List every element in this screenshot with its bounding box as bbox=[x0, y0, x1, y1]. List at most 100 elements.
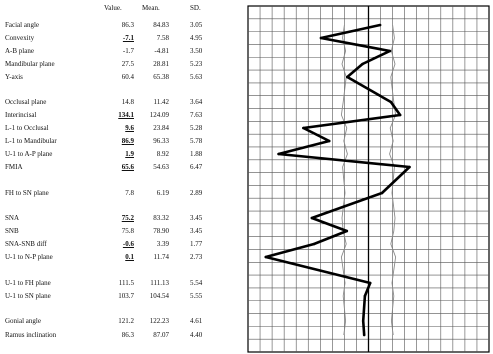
data-point bbox=[319, 36, 323, 40]
row-label: SNB bbox=[5, 227, 19, 235]
row-sd: 3.45 bbox=[190, 227, 203, 235]
row-value: 7.8 bbox=[125, 189, 134, 197]
row-sd: 7.63 bbox=[190, 111, 203, 119]
data-point bbox=[310, 216, 314, 220]
table-row: U-1 to N-P plane 0.1 11.74 2.73 bbox=[0, 252, 245, 262]
patient-profile-line bbox=[264, 23, 411, 336]
row-label: A-B plane bbox=[5, 47, 34, 55]
row-mean: 124.09 bbox=[149, 111, 169, 119]
table-row: SNB 75.8 78.90 3.45 bbox=[0, 226, 245, 236]
row-label: SNA bbox=[5, 214, 20, 222]
row-mean: 104.54 bbox=[149, 292, 169, 300]
row-value: 0.1 bbox=[125, 253, 134, 261]
table-row: L-1 to Occlusal 9.6 23.84 5.28 bbox=[0, 123, 245, 133]
data-point bbox=[363, 294, 367, 298]
data-point bbox=[361, 319, 365, 323]
row-value: 86.3 bbox=[121, 21, 134, 29]
data-point bbox=[362, 333, 366, 337]
table-row: U-1 to SN plane 103.7 104.54 5.55 bbox=[0, 291, 245, 301]
row-value: 9.6 bbox=[125, 124, 134, 132]
row-label: Interincisal bbox=[5, 111, 37, 119]
table-row: L-1 to Mandibular 86.9 96.33 5.78 bbox=[0, 136, 245, 146]
table-row: Occlusal plane 14.8 11.42 3.64 bbox=[0, 97, 245, 107]
row-value: 14.8 bbox=[121, 98, 134, 106]
row-mean: 7.58 bbox=[156, 34, 169, 42]
row-label: Ramus inclination bbox=[5, 331, 57, 339]
row-mean: 83.32 bbox=[153, 214, 169, 222]
data-point bbox=[368, 281, 372, 285]
row-mean: 54.63 bbox=[153, 163, 169, 171]
row-value: 60.4 bbox=[121, 73, 134, 81]
row-mean: 3.39 bbox=[156, 240, 169, 248]
row-label: U-1 to SN plane bbox=[5, 292, 51, 300]
table-row: SNA-SNB diff -0.6 3.39 1.77 bbox=[0, 239, 245, 249]
row-sd: 4.61 bbox=[190, 317, 203, 325]
row-sd: 1.88 bbox=[190, 150, 203, 158]
row-value: 86.9 bbox=[121, 137, 134, 145]
row-mean: 23.84 bbox=[153, 124, 169, 132]
table-row: SNA 75.2 83.32 3.45 bbox=[0, 213, 245, 223]
data-point bbox=[361, 62, 364, 66]
data-point bbox=[408, 165, 411, 169]
row-value: 121.2 bbox=[118, 317, 134, 325]
table-row: Gonial angle 121.2 122.23 4.61 bbox=[0, 316, 245, 326]
table-row: Facial angle 86.3 84.83 3.05 bbox=[0, 20, 245, 30]
table-row: Mandibular plane 27.5 28.81 5.23 bbox=[0, 59, 245, 69]
row-sd: 3.50 bbox=[190, 47, 203, 55]
sd-header: SD. bbox=[190, 4, 201, 12]
row-mean: 11.74 bbox=[153, 253, 170, 261]
row-sd: 5.78 bbox=[190, 137, 203, 145]
data-point bbox=[398, 113, 402, 117]
row-mean: 11.42 bbox=[153, 98, 170, 106]
row-sd: 5.54 bbox=[190, 279, 203, 287]
table-row: FH to SN plane 7.8 6.19 2.89 bbox=[0, 188, 245, 198]
cephalometric-table: Value. Mean. SD. Facial angle 86.3 84.83 3.… bbox=[0, 0, 245, 354]
mean-header: Mean. bbox=[142, 4, 160, 12]
table-row: Convexity -7.1 7.58 4.95 bbox=[0, 33, 245, 43]
row-sd: 5.55 bbox=[190, 292, 203, 300]
row-sd: 2.73 bbox=[190, 253, 203, 261]
table-row: Ramus inclination 86.3 87.07 4.40 bbox=[0, 330, 245, 340]
row-value: 75.8 bbox=[121, 227, 134, 235]
data-point bbox=[264, 255, 268, 259]
row-label: Gonial angle bbox=[5, 317, 41, 325]
row-mean: 111.13 bbox=[150, 279, 169, 287]
row-value: 111.5 bbox=[118, 279, 134, 287]
row-mean: 65.38 bbox=[153, 73, 169, 81]
table-row: A-B plane -1.7 -4.81 3.50 bbox=[0, 46, 245, 56]
data-point bbox=[389, 100, 393, 104]
row-label: Occlusal plane bbox=[5, 98, 47, 106]
row-sd: 3.64 bbox=[190, 98, 203, 106]
table-row: U-1 to FH plane 111.5 111.13 5.54 bbox=[0, 278, 245, 288]
row-label: SNA-SNB diff bbox=[5, 240, 47, 248]
row-label: Facial angle bbox=[5, 21, 40, 29]
row-mean: 84.83 bbox=[153, 21, 169, 29]
row-label: L-1 to Occlusal bbox=[5, 124, 49, 132]
table-row: FMIA 65.6 54.63 6.47 bbox=[0, 162, 245, 172]
row-value: -1.7 bbox=[122, 47, 134, 55]
row-value: 1.9 bbox=[125, 150, 134, 158]
row-label: Convexity bbox=[5, 34, 35, 42]
row-sd: 1.77 bbox=[190, 240, 203, 248]
row-value: 65.6 bbox=[121, 163, 134, 171]
data-point bbox=[277, 152, 280, 156]
data-point bbox=[345, 229, 349, 233]
sd-polygon-chart bbox=[247, 5, 490, 353]
row-label: Y-axis bbox=[5, 73, 23, 81]
row-label: Mandibular plane bbox=[5, 60, 55, 68]
row-value: 134.1 bbox=[118, 111, 134, 119]
row-mean: 122.23 bbox=[149, 317, 169, 325]
table-row: U-1 to A-P plane 1.9 8.92 1.88 bbox=[0, 149, 245, 159]
row-sd: 5.28 bbox=[190, 124, 203, 132]
row-label: FH to SN plane bbox=[5, 189, 49, 197]
row-sd: 3.05 bbox=[190, 21, 203, 29]
data-point bbox=[388, 49, 392, 53]
row-label: U-1 to A-P plane bbox=[5, 150, 53, 158]
value-header: Value. bbox=[104, 4, 122, 12]
data-point bbox=[346, 75, 349, 79]
row-value: -0.6 bbox=[122, 240, 134, 248]
sd-band-right bbox=[389, 24, 397, 336]
data-point bbox=[302, 126, 305, 130]
row-mean: 28.81 bbox=[153, 60, 169, 68]
row-sd: 2.89 bbox=[190, 189, 203, 197]
